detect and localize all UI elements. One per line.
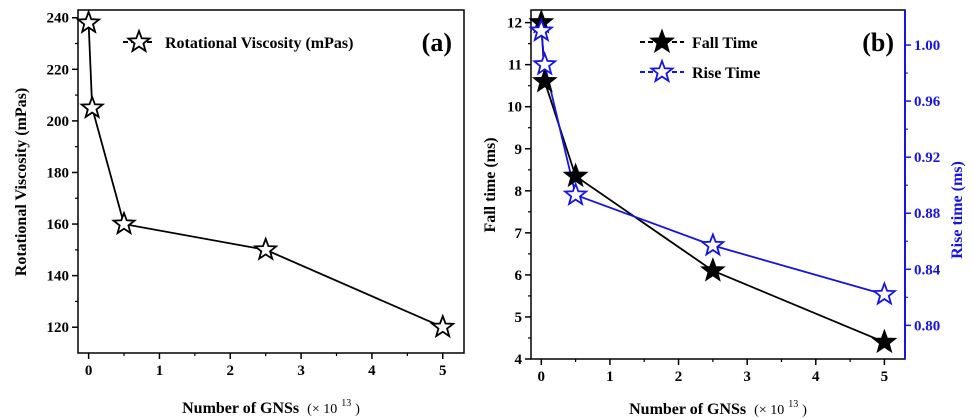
legend-a-marker <box>126 28 152 53</box>
b-right-ytick-label: 0.88 <box>914 206 940 222</box>
b-ytick-label: 9 <box>515 142 523 158</box>
b-xtick-label: 0 <box>538 369 546 385</box>
b-series-0-point <box>531 67 558 93</box>
a-series-0-point <box>429 313 456 339</box>
a-xtick-label: 4 <box>368 363 376 379</box>
a-series-0-point <box>252 236 279 261</box>
xlabel-b-suffix: (× 10 <box>754 403 784 418</box>
a-ytick-label: 180 <box>47 165 70 181</box>
legend-b-marker-rise <box>649 58 675 83</box>
b-right-ytick-label: 0.84 <box>914 262 941 278</box>
xlabel-b: Number of GNSs (× 10 13 ) <box>629 394 807 418</box>
a-ytick-label: 200 <box>47 114 70 130</box>
a-xtick-label: 5 <box>439 363 447 379</box>
xlabel-a: Number of GNSs (× 10 13 ) <box>182 393 360 417</box>
xlabel-b-exp: 13 <box>788 399 798 410</box>
b-ytick-label: 11 <box>508 58 522 74</box>
a-xtick-label: 2 <box>227 363 235 379</box>
ylabel-b: Fall time (ms) <box>482 137 499 232</box>
b-series-1-point <box>528 17 555 42</box>
b-ytick-label: 7 <box>515 226 523 242</box>
b-series-1-point <box>562 181 589 206</box>
a-series-0-point <box>111 210 137 236</box>
b-ytick-label: 10 <box>507 100 522 116</box>
y2label-b: Rise time (ms) <box>949 161 966 259</box>
chart-panel-a: 0 1 2 3 4 5 120 140 160 180 200 220 240 (a) Rotatio… <box>13 9 465 417</box>
b-series-0-point <box>699 257 726 282</box>
legend-a: Rotational Viscosity (mPas) <box>123 28 353 53</box>
b-ytick-label: 6 <box>515 268 523 284</box>
plot-area-a <box>77 9 465 354</box>
a-series-0-line <box>87 22 444 329</box>
a-series-0-point <box>79 94 106 120</box>
xlabel-a-suffix: (× 10 <box>307 402 337 417</box>
b-right-ytick-label: 1.00 <box>914 38 940 54</box>
panel-label-a: (a) <box>422 28 452 57</box>
b-xtick-label: 5 <box>881 369 889 385</box>
panel-label-b: (b) <box>862 28 894 57</box>
b-series-1-point <box>699 231 726 257</box>
a-ytick-label: 140 <box>47 269 70 285</box>
xlabel-a-main: Number of GNSs <box>182 400 299 417</box>
b-series-1-point <box>531 51 558 76</box>
b-right-ytick-label: 0.80 <box>914 318 940 334</box>
legend-b-label-fall: Fall Time <box>692 35 758 52</box>
b-right-ytick-label: 0.96 <box>914 94 941 110</box>
b-series-0-point <box>871 328 898 354</box>
b-xtick-label: 3 <box>743 369 751 385</box>
b-series-1-point <box>871 280 898 306</box>
a-ytick-label: 240 <box>47 11 70 27</box>
b-xtick-label: 4 <box>812 369 820 385</box>
b-right-ytick-label: 0.92 <box>914 150 940 166</box>
b-ytick-label: 8 <box>515 184 523 200</box>
a-xtick-label: 3 <box>297 363 305 379</box>
legend-b-label-rise: Rise Time <box>692 65 760 82</box>
b-xtick-label: 1 <box>606 369 614 385</box>
a-series-0-point <box>75 9 102 34</box>
legend-b-marker-fall <box>649 28 675 53</box>
b-xtick-label: 2 <box>675 369 683 385</box>
a-ytick-label: 160 <box>47 217 70 233</box>
a-ytick-label: 120 <box>47 320 70 336</box>
xlabel-a-close: ) <box>355 402 360 417</box>
xlabel-b-close: ) <box>802 403 807 418</box>
a-ytick-label: 220 <box>47 62 70 78</box>
a-xtick-label: 1 <box>156 363 164 379</box>
xlabel-b-main: Number of GNSs <box>629 401 746 418</box>
a-xtick-label: 0 <box>85 363 93 379</box>
ylabel-a: Rotational Viscosity (mPas) <box>13 88 30 276</box>
b-series-0-point <box>562 162 589 188</box>
xlabel-a-exp: 13 <box>341 398 351 409</box>
legend-b: Fall Time Rise Time <box>640 28 760 83</box>
legend-a-label: Rotational Viscosity (mPas) <box>165 35 353 52</box>
b-ytick-label: 12 <box>507 16 522 32</box>
b-ytick-label: 4 <box>515 352 523 368</box>
b-ytick-label: 5 <box>515 310 523 326</box>
